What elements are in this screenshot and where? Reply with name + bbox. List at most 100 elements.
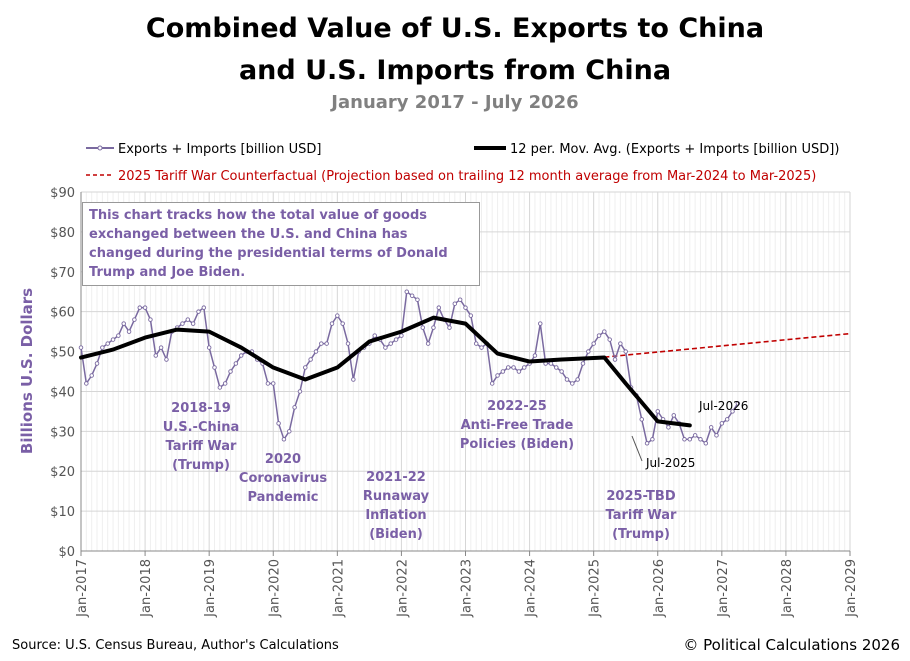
data-point [463,305,468,310]
data-point [554,365,559,370]
data-point [532,353,538,358]
x-tick-label: Jan-2028 [780,559,795,618]
data-point [383,345,388,350]
data-point [687,437,693,442]
callout-label-jul-2026: Jul-2026 [698,399,748,413]
data-point [708,425,714,430]
data-point [206,345,212,350]
x-tick-label: Jan-2027 [716,559,731,618]
data-point [666,425,671,430]
data-point [447,325,452,330]
data-point [126,329,132,334]
data-point [190,321,196,326]
annotation-line: 2018-19 [171,401,231,416]
data-point [473,341,479,346]
data-point [415,297,420,302]
data-point [580,361,586,366]
data-point [137,305,142,310]
annotation-line: Coronavirus [239,471,327,486]
data-point [393,337,399,342]
annotation-line: Inflation [365,508,426,523]
data-point [596,333,602,338]
chart-note: This chart tracks how the total value of… [82,202,480,286]
annotation-line: (Trump) [172,458,230,473]
data-point [345,341,351,346]
data-point [457,297,463,302]
annotation-line: (Biden) [369,527,423,542]
data-point [297,389,303,394]
data-point [265,381,271,386]
annotation-2022-25: 2022-25 Anti-Free Trade Policies (Biden) [460,399,574,452]
y-tick-label: $80 [50,226,75,241]
y-tick-label: $10 [50,505,75,520]
annotation-2018-19: 2018-19 U.S.-China Tariff War (Trump) [163,401,239,473]
data-point [158,345,164,350]
data-point [452,301,458,306]
data-point [735,401,741,406]
chart-title-line-2: and U.S. Imports from China [238,55,672,86]
data-point [602,329,607,334]
data-point [409,293,415,298]
data-point [201,305,207,310]
annotation-line: Tariff War [606,508,678,523]
callout-line [631,435,643,462]
data-point [431,325,436,330]
x-tick-label: Jan-2023 [460,559,475,618]
data-point [468,313,474,318]
data-point [228,369,233,374]
data-point [538,321,543,326]
data-point [698,437,703,442]
data-point [89,373,94,378]
legend-label-series1: Exports + Imports [billion USD] [118,142,321,157]
data-point [420,325,426,330]
data-point [94,361,100,366]
y-tick-label: $90 [50,186,75,201]
x-tick-label: Jan-2026 [652,559,667,618]
y-tick-label: $0 [58,545,75,560]
callout-label-jul-2025: Jul-2025 [645,456,695,470]
data-point [164,357,169,362]
data-point [233,361,239,366]
x-tick-label: Jan-2029 [844,559,859,618]
series-moving-average-line [79,315,692,428]
data-point [180,321,185,326]
annotation-line: Pandemic [247,490,318,505]
data-point [340,321,345,326]
annotation-line: Anti-Free Trade [461,418,574,433]
data-point [730,409,735,414]
annotation-line: 2020 [265,452,301,467]
data-point [500,369,506,374]
data-point [388,341,393,346]
data-point [132,317,137,322]
data-point [110,337,116,342]
data-point [372,333,377,338]
axes: $0 $10 $20 $30 $40 $50 $60 $70 $80 $90 Jan-2017 Jan… [50,186,859,618]
data-point [335,313,340,318]
data-point [196,309,201,314]
data-point [329,321,335,326]
y-tick-label: $70 [50,266,75,281]
data-point [222,381,228,386]
chart-subtitle: January 2017 - July 2026 [331,92,579,113]
annotation-line: Tariff War [166,439,238,454]
data-point [607,337,612,342]
data-point [319,341,324,346]
annotation-2021-22: 2021-22 Runaway Inflation (Biden) [363,470,430,542]
data-point [271,381,276,386]
data-point [682,437,687,442]
data-point [495,373,500,378]
annotation-line: (Trump) [612,527,670,542]
data-point [281,437,287,442]
data-point [78,345,84,350]
y-axis-label: Billions U.S. Dollars [18,288,36,454]
data-point [292,405,297,410]
data-point [591,341,596,346]
data-point [425,341,431,346]
data-point [724,417,730,422]
x-tick-label: Jan-2024 [524,559,539,618]
x-tick-label: Jan-2017 [75,559,90,618]
data-point [612,357,618,362]
data-point [217,385,223,390]
data-point [185,317,191,322]
legend-label-series3: 2025 Tariff War Counterfactual (Projecti… [118,169,816,184]
